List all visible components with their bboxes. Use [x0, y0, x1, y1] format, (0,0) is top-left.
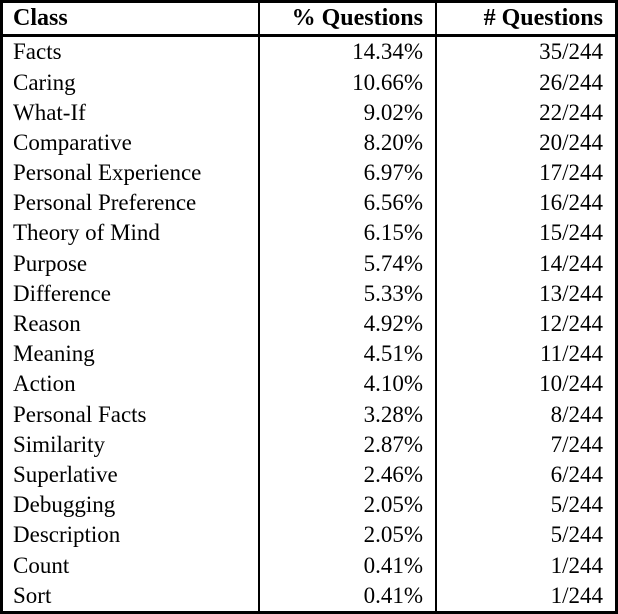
class-cell: Caring — [13, 69, 76, 95]
count-cell: 20/244 — [435, 127, 615, 158]
count-cell: 8/244 — [435, 399, 615, 430]
class-cell: Action — [13, 371, 76, 397]
count-cell: 12/244 — [435, 308, 615, 340]
pct-cell: 8.20% — [258, 127, 436, 158]
column-header-num-questions: # Questions — [435, 3, 615, 37]
class-cell: Reason — [13, 311, 81, 337]
pct-cell: 4.92% — [258, 308, 436, 340]
table-row: Difference 5.33% 13/244 — [3, 278, 615, 309]
count-cell: 11/244 — [435, 339, 615, 370]
count-cell: 26/244 — [435, 67, 615, 98]
count-cell: 14/244 — [435, 248, 615, 279]
table-row: Personal Experience 6.97% 17/244 — [3, 158, 615, 189]
pct-cell: 2.05% — [258, 490, 436, 521]
count-cell: 7/244 — [435, 429, 615, 460]
class-cell: Personal Preference — [13, 190, 197, 216]
pct-cell: 4.51% — [258, 339, 436, 370]
table-row: What-If 9.02% 22/244 — [3, 97, 615, 128]
count-cell: 17/244 — [435, 158, 615, 189]
pct-cell: 14.34% — [258, 35, 436, 68]
count-cell: 13/244 — [435, 278, 615, 309]
class-cell: Meaning — [13, 341, 95, 367]
count-cell: 15/244 — [435, 218, 615, 249]
class-cell: Personal Facts — [13, 401, 147, 427]
table-row: Personal Facts 3.28% 8/244 — [3, 399, 615, 430]
table-row: Theory of Mind 6.15% 15/244 — [3, 218, 615, 249]
table-row: Facts 14.34% 35/244 — [3, 35, 615, 68]
class-cell: Description — [13, 522, 121, 548]
count-cell: 16/244 — [435, 188, 615, 219]
count-cell: 5/244 — [435, 490, 615, 521]
pct-cell: 0.41% — [258, 550, 436, 581]
table-row: Sort 0.41% 1/244 — [3, 580, 615, 611]
table-row: Action 4.10% 10/244 — [3, 369, 615, 400]
column-header-class: Class — [3, 3, 259, 37]
table-row: Comparative 8.20% 20/244 — [3, 127, 615, 158]
table-row: Caring 10.66% 26/244 — [3, 67, 615, 98]
pct-cell: 6.56% — [258, 188, 436, 219]
count-cell: 5/244 — [435, 520, 615, 551]
class-cell: Count — [13, 552, 70, 578]
pct-cell: 2.46% — [258, 459, 436, 491]
table-row: Description 2.05% 5/244 — [3, 520, 615, 551]
count-cell: 10/244 — [435, 369, 615, 400]
table-row: Similarity 2.87% 7/244 — [3, 429, 615, 460]
table-row: Reason 4.92% 12/244 — [3, 308, 615, 340]
table-row: Meaning 4.51% 11/244 — [3, 339, 615, 370]
table-row: Count 0.41% 1/244 — [3, 550, 615, 581]
pct-cell: 6.15% — [258, 218, 436, 249]
count-cell: 35/244 — [435, 35, 615, 68]
class-cell: Debugging — [13, 492, 116, 518]
table-row: Personal Preference 6.56% 16/244 — [3, 188, 615, 219]
pct-cell: 3.28% — [258, 399, 436, 430]
class-cell: Purpose — [13, 250, 88, 276]
pct-cell: 2.87% — [258, 429, 436, 460]
class-cell: Theory of Mind — [13, 220, 160, 246]
class-cell: Similarity — [13, 431, 105, 457]
pct-cell: 6.97% — [258, 158, 436, 189]
table-row: Superlative 2.46% 6/244 — [3, 459, 615, 491]
count-cell: 22/244 — [435, 97, 615, 128]
class-cell: Difference — [13, 280, 111, 306]
class-cell: Sort — [13, 582, 52, 608]
pct-cell: 0.41% — [258, 580, 436, 611]
count-cell: 1/244 — [435, 550, 615, 581]
class-cell: What-If — [13, 99, 86, 125]
pct-cell: 5.74% — [258, 248, 436, 279]
pct-cell: 2.05% — [258, 520, 436, 551]
class-cell: Superlative — [13, 461, 118, 487]
count-cell: 1/244 — [435, 580, 615, 611]
table-row: Purpose 5.74% 14/244 — [3, 248, 615, 279]
class-cell: Comparative — [13, 129, 132, 155]
pct-cell: 9.02% — [258, 97, 436, 128]
pct-cell: 10.66% — [258, 67, 436, 98]
header-row: Class % Questions # Questions — [3, 3, 615, 37]
question-class-table-grid: Class % Questions # Questions Facts 14.3… — [3, 3, 615, 611]
column-header-pct-questions: % Questions — [258, 3, 436, 37]
pct-cell: 4.10% — [258, 369, 436, 400]
count-cell: 6/244 — [435, 459, 615, 491]
class-cell: Personal Experience — [13, 160, 202, 186]
pct-cell: 5.33% — [258, 278, 436, 309]
class-cell: Facts — [13, 39, 62, 65]
table-row: Debugging 2.05% 5/244 — [3, 490, 615, 521]
